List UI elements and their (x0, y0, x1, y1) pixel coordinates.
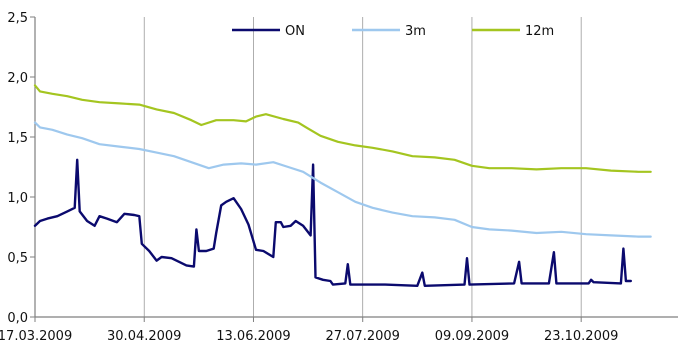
y-tick-label: 1,5 (7, 131, 28, 146)
gridlines (143, 17, 582, 317)
x-axis-ticks: 17.03.2009 30.04.2009 13.06.2009 27.07.2009… (0, 317, 618, 344)
y-tick-label: 2,5 (7, 11, 28, 26)
x-tick-label: 13.06.2009 (216, 329, 290, 344)
y-tick-label: 2,0 (7, 71, 28, 86)
series-line-3m (33, 121, 652, 238)
series-line-on (33, 158, 632, 287)
x-tick-label: 27.07.2009 (325, 329, 399, 344)
y-tick-label: 0,0 (7, 311, 28, 326)
x-tick-label: 23.10.2009 (544, 329, 618, 344)
series-line-12m (33, 84, 652, 173)
x-tick-label: 30.04.2009 (107, 329, 181, 344)
legend-label-3m: 3m (405, 24, 426, 39)
y-tick-label: 1,0 (7, 191, 28, 206)
series-lines (33, 84, 652, 287)
x-tick-label: 09.09.2009 (435, 329, 509, 344)
y-axis-ticks: 0,0 0,5 1,0 1,5 2,0 2,5 (7, 11, 35, 326)
x-tick-label: 17.03.2009 (0, 329, 72, 344)
legend-label-on: ON (285, 24, 305, 39)
y-tick-label: 0,5 (7, 251, 28, 266)
legend: ON 3m 12m (232, 24, 554, 39)
legend-label-12m: 12m (525, 24, 554, 39)
